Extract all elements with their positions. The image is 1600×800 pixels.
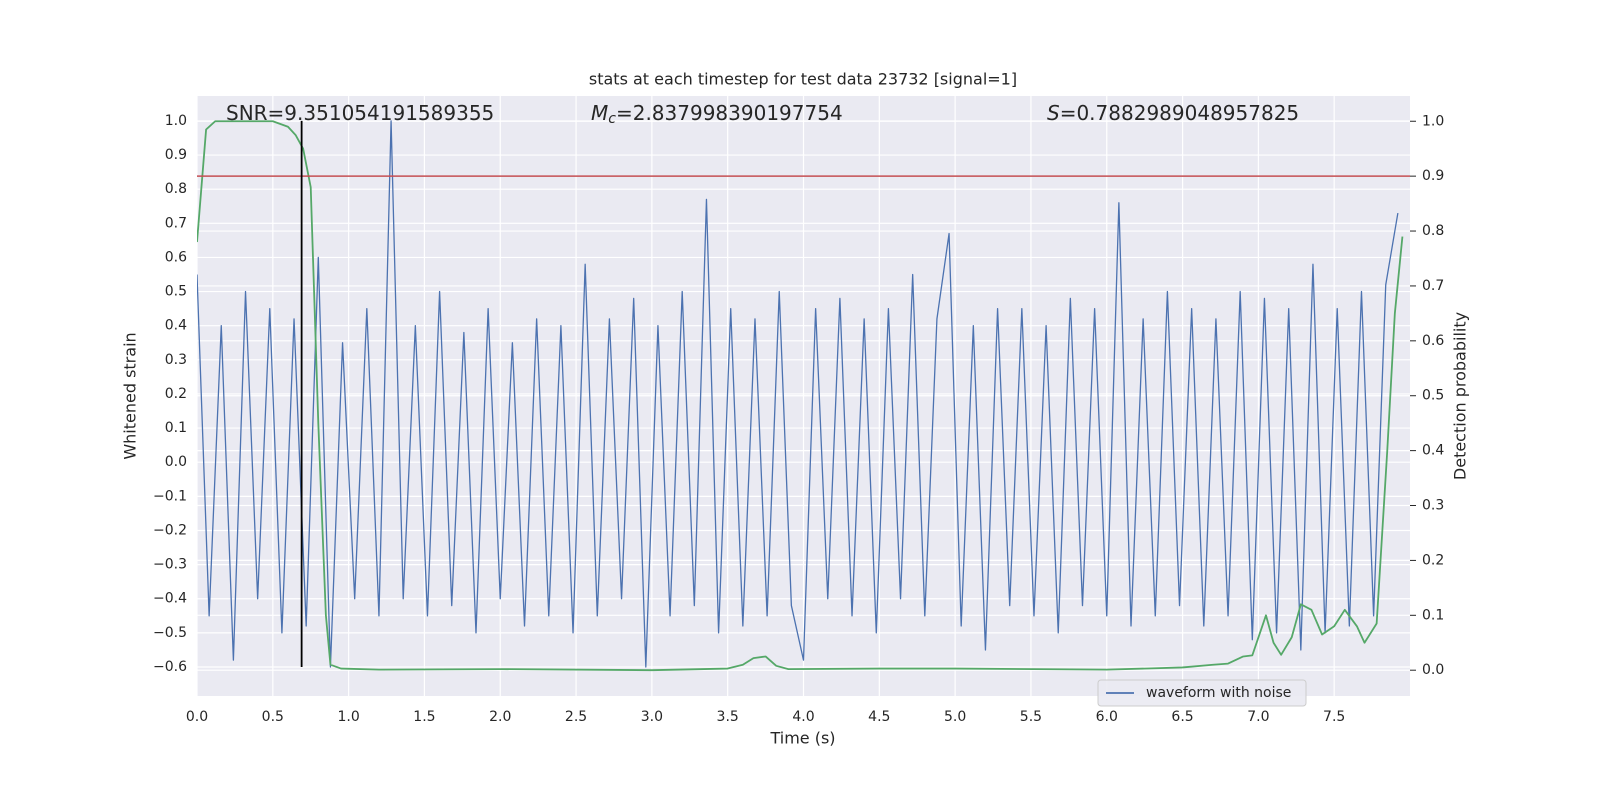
y-tick-label: 0.5	[165, 284, 187, 300]
y-tick-label: −0.6	[153, 659, 187, 675]
y2-tick-label: 0.5	[1422, 388, 1444, 404]
y-tick-label: 0.0	[165, 454, 187, 470]
annotation-text: =2.837998390197754	[616, 101, 843, 125]
x-tick-label: 4.0	[792, 709, 814, 725]
y-axis-label: Whitened strain	[121, 332, 140, 459]
annotation: S=0.7882989048957825	[1047, 101, 1299, 125]
legend-box	[1097, 679, 1307, 707]
y-tick-label: −0.2	[153, 522, 187, 538]
annotation: Mc=2.837998390197754	[591, 101, 843, 128]
x-tick-label: 7.5	[1323, 709, 1345, 725]
y2-tick-label: 0.1	[1422, 607, 1444, 623]
y-tick-label: 0.6	[165, 249, 187, 265]
x-tick-label: 3.5	[717, 709, 739, 725]
y2-tick-label: 0.9	[1422, 168, 1444, 184]
x-tick-label: 2.5	[565, 709, 587, 725]
y-tick-label: −0.5	[153, 625, 187, 641]
x-tick-label: 6.0	[1096, 709, 1118, 725]
y2-tick-label: 0.7	[1422, 278, 1444, 294]
marks	[197, 120, 1410, 672]
annotation-subscript: c	[608, 111, 616, 127]
y2-tick-label: 0.2	[1422, 552, 1444, 568]
y-tick-label: 0.1	[165, 420, 187, 436]
y2-tick-label: 0.4	[1422, 443, 1444, 459]
y-tick-label: 0.8	[165, 181, 187, 197]
x-tick-label: 6.5	[1171, 709, 1193, 725]
y-tick-label: 0.3	[165, 352, 187, 368]
chart-title: stats at each timestep for test data 237…	[589, 70, 1017, 89]
x-tick-label: 1.5	[413, 709, 435, 725]
y-tick-label: 0.2	[165, 386, 187, 402]
x-tick-label: 4.5	[868, 709, 890, 725]
annotation-symbol: M	[591, 101, 608, 125]
x-tick-label: 2.0	[489, 709, 511, 725]
grid	[196, 96, 1410, 696]
y-tick-label: −0.1	[153, 488, 187, 504]
y-tick-label: 0.7	[165, 215, 187, 231]
y-tick-label: 0.9	[165, 147, 187, 163]
y2-tick-label: 1.0	[1422, 113, 1444, 129]
x-tick-label: 0.0	[186, 709, 208, 725]
y-tick-label: −0.3	[153, 557, 187, 573]
y2-tick-label: 0.6	[1422, 333, 1444, 349]
x-axis-label: Time (s)	[769, 729, 835, 748]
annotation-text: =0.7882989048957825	[1060, 101, 1299, 125]
line-series	[197, 120, 1399, 668]
annotation-symbol: S	[1047, 101, 1060, 125]
x-tick-label: 7.0	[1247, 709, 1269, 725]
x-tick-label: 3.0	[641, 709, 663, 725]
y2-tick-label: 0.8	[1422, 223, 1444, 239]
y2-tick-label: 0.0	[1422, 662, 1444, 678]
labels: 0.0 0.5 1.0 1.5 2.0 2.5 3.0 3.5 4.0 4.5 5.0 5.5 6.0 6…	[153, 101, 1444, 726]
line-series	[197, 120, 1404, 672]
legend-label: waveform with noise	[1146, 685, 1291, 701]
y2-axis-label: Detection probability	[1451, 312, 1470, 480]
x-tick-label: 5.0	[944, 709, 966, 725]
y2-tick-label: 0.3	[1422, 498, 1444, 514]
x-tick-label: 1.0	[337, 709, 359, 725]
annotation-text: SNR=9.351054191589355	[226, 101, 494, 125]
y-tick-label: 0.4	[165, 318, 187, 334]
x-tick-label: 0.5	[262, 709, 284, 725]
y-tick-label: 1.0	[165, 113, 187, 129]
annotation: SNR=9.351054191589355	[226, 101, 494, 125]
y-tick-label: −0.4	[153, 591, 187, 607]
x-tick-label: 5.5	[1020, 709, 1042, 725]
